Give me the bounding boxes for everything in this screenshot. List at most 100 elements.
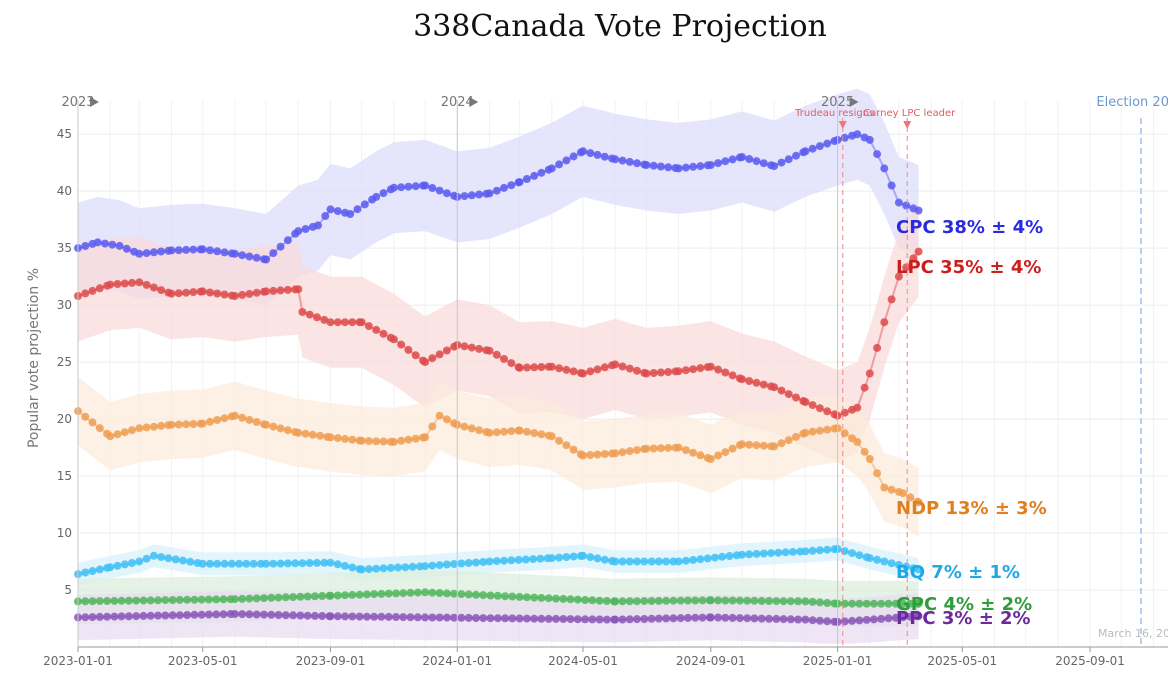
point-gpc	[245, 594, 254, 603]
point-gpc	[779, 597, 788, 606]
point-cpc	[738, 153, 746, 161]
point-bq	[569, 552, 578, 561]
point-ppc	[840, 617, 849, 626]
point-gpc	[384, 589, 393, 598]
point-gpc	[522, 593, 531, 602]
point-ppc	[906, 612, 915, 621]
point-gpc	[899, 599, 907, 608]
point-ppc	[786, 615, 795, 624]
point-cpc	[618, 156, 627, 165]
point-gpc	[450, 589, 459, 598]
point-cpc	[681, 163, 690, 172]
point-bq	[555, 553, 564, 562]
point-ndp	[618, 448, 627, 457]
y-axis-label: Popular vote projection %	[26, 268, 42, 448]
point-cpc	[245, 252, 254, 261]
point-cpc	[294, 227, 303, 236]
point-ndp	[633, 446, 641, 455]
point-ppc	[862, 615, 871, 624]
point-ppc	[190, 610, 199, 619]
point-cpc	[213, 247, 222, 256]
point-lpc	[294, 285, 303, 294]
point-gpc	[743, 596, 752, 605]
point-ndp	[81, 412, 90, 421]
point-cpc	[696, 162, 705, 171]
point-ndp	[515, 426, 524, 435]
point-cpc	[815, 142, 824, 151]
point-lpc	[113, 280, 122, 288]
point-lpc	[823, 407, 832, 416]
point-lpc	[642, 369, 651, 378]
point-bq	[442, 560, 451, 569]
point-lpc	[860, 383, 869, 392]
point-ppc	[464, 613, 473, 622]
point-bq	[514, 555, 523, 564]
point-ndp	[404, 435, 413, 444]
x-tick-label: 2025-05-01	[927, 654, 997, 668]
point-cpc	[649, 161, 658, 170]
point-lpc	[348, 318, 357, 327]
point-ndp	[467, 424, 476, 433]
point-lpc	[341, 318, 349, 327]
point-cpc	[93, 238, 102, 247]
point-lpc	[230, 292, 239, 300]
point-gpc	[750, 596, 759, 605]
point-cpc	[372, 192, 381, 201]
point-bq	[283, 559, 292, 568]
point-ndp	[721, 448, 730, 457]
point-gpc	[464, 590, 473, 599]
point-cpc	[262, 255, 271, 264]
point-lpc	[547, 362, 556, 371]
point-bq	[801, 547, 810, 556]
point-cpc	[530, 171, 539, 180]
point-lpc	[174, 289, 183, 298]
point-bq	[507, 556, 516, 565]
point-bq	[357, 565, 366, 574]
point-ndp	[397, 436, 406, 445]
point-ppc	[310, 611, 319, 620]
point-gpc	[654, 596, 663, 605]
point-lpc	[674, 367, 683, 376]
point-cpc	[656, 162, 665, 171]
point-bq	[149, 551, 158, 560]
point-lpc	[182, 288, 191, 297]
series-label-bq: BQ 7% ± 1%	[896, 562, 1020, 583]
point-bq	[164, 554, 173, 563]
point-gpc	[669, 596, 678, 605]
point-bq	[696, 555, 705, 564]
point-gpc	[559, 594, 568, 603]
point-gpc	[823, 599, 832, 607]
point-bq	[291, 559, 300, 568]
x-tick-label: 2023-05-01	[168, 654, 238, 668]
point-lpc	[467, 343, 476, 352]
point-ppc	[406, 613, 415, 622]
point-ppc	[662, 614, 671, 623]
point-gpc	[190, 595, 199, 604]
point-gpc	[721, 596, 730, 605]
point-cpc	[642, 161, 651, 169]
point-gpc	[786, 597, 795, 606]
point-bq	[625, 557, 634, 566]
point-ndp	[442, 415, 451, 424]
point-ndp	[269, 422, 278, 431]
point-ndp	[364, 437, 373, 445]
point-bq	[401, 563, 410, 572]
point-ppc	[633, 615, 641, 624]
point-lpc	[475, 344, 484, 353]
point-ppc	[595, 615, 604, 624]
point-gpc	[230, 595, 239, 604]
point-ndp	[88, 418, 97, 427]
point-ppc	[384, 612, 393, 621]
point-lpc	[728, 371, 737, 380]
point-ppc	[522, 614, 531, 623]
point-gpc	[435, 589, 444, 597]
point-bq	[213, 559, 222, 568]
point-ndp	[562, 441, 571, 450]
point-ndp	[738, 440, 746, 449]
point-bq	[171, 555, 180, 564]
point-lpc	[689, 365, 698, 374]
series-label-ppc: PPC 3% ± 2%	[896, 608, 1031, 629]
point-ppc	[260, 610, 268, 619]
point-cpc	[360, 200, 369, 209]
point-ppc	[428, 613, 437, 622]
